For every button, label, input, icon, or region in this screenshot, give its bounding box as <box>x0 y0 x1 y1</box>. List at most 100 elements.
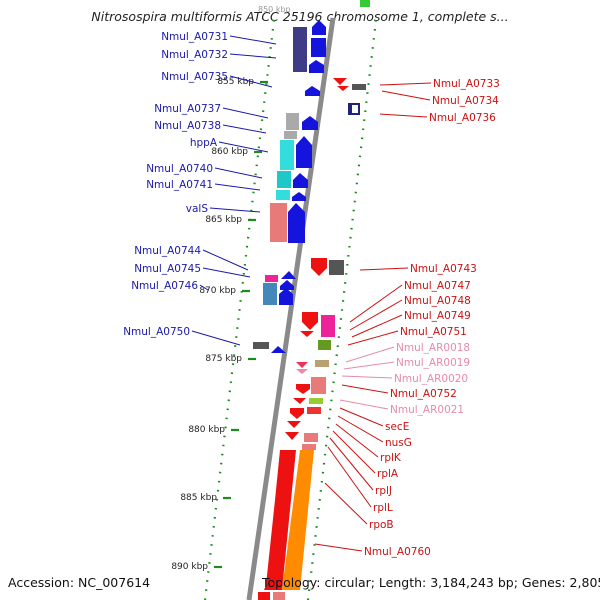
gene-label[interactable]: Nmul_A0749 <box>404 310 471 322</box>
gene-arrow[interactable] <box>293 173 308 188</box>
gene-block[interactable] <box>318 340 331 350</box>
gene-label[interactable]: Nmul_A0743 <box>410 263 477 275</box>
gene-label[interactable]: rpoB <box>369 519 394 531</box>
gene-arrow[interactable] <box>296 369 308 374</box>
gene-arrow[interactable] <box>305 86 320 96</box>
gene-label[interactable]: rplK <box>380 452 402 464</box>
gene-label[interactable]: Nmul_A0736 <box>429 112 496 124</box>
gene-block[interactable] <box>276 190 290 200</box>
leader-line <box>222 107 269 119</box>
gene-arrow[interactable] <box>309 60 324 73</box>
gene-label[interactable]: Nmul_A0746 <box>131 280 198 292</box>
gene-label[interactable]: Nmul_A0734 <box>432 95 499 107</box>
gene-arrow[interactable] <box>292 192 306 201</box>
gene-block[interactable] <box>307 407 321 414</box>
gene-block[interactable] <box>311 377 326 394</box>
gene-label[interactable]: Nmul_A0732 <box>161 49 228 61</box>
gene-arrow[interactable] <box>271 346 286 353</box>
inner-dotted-arc <box>203 19 276 600</box>
gene-arrow[interactable] <box>296 384 310 394</box>
gene-block[interactable] <box>273 592 285 600</box>
gene-arrow[interactable] <box>293 398 306 404</box>
gene-arrow[interactable] <box>281 271 296 279</box>
gene-block[interactable] <box>258 592 270 600</box>
gene-arrow[interactable] <box>300 331 314 337</box>
gene-block[interactable] <box>277 171 291 188</box>
gene-arrow[interactable] <box>333 78 347 85</box>
leader-line <box>202 267 251 278</box>
gene-label[interactable]: secE <box>385 421 409 433</box>
gene-label[interactable]: Nmul_A0738 <box>154 120 221 132</box>
gene-arrow[interactable] <box>287 421 301 428</box>
gene-block[interactable] <box>315 360 329 367</box>
gene-label[interactable]: Nmul_AR0020 <box>394 373 468 385</box>
gene-block[interactable] <box>263 283 277 305</box>
gene-label[interactable]: Nmul_A0731 <box>161 31 228 43</box>
leader-line <box>209 207 261 213</box>
gene-block[interactable] <box>284 131 297 139</box>
gene-arrow[interactable] <box>282 450 314 590</box>
gene-block[interactable] <box>352 105 358 113</box>
gene-label[interactable]: Nmul_A0750 <box>123 326 190 338</box>
gene-arrow[interactable] <box>285 432 299 440</box>
gene-arrow[interactable] <box>264 450 296 590</box>
gene-block[interactable] <box>311 38 326 57</box>
gene-label[interactable]: Nmul_AR0018 <box>396 342 470 354</box>
tick-label: 860 kbp <box>211 147 248 157</box>
gene-label[interactable]: Nmul_A0760 <box>364 546 431 558</box>
leader-line <box>222 124 267 134</box>
gene-arrow[interactable] <box>280 280 294 290</box>
gene-block[interactable] <box>360 0 370 7</box>
gene-label[interactable]: Nmul_A0748 <box>404 295 471 307</box>
gene-label[interactable]: rplL <box>373 502 393 514</box>
gene-block[interactable] <box>253 342 269 349</box>
gene-arrow[interactable] <box>290 408 304 419</box>
gene-arrow[interactable] <box>296 362 308 368</box>
gene-block[interactable] <box>280 140 294 170</box>
gene-block[interactable] <box>329 260 344 275</box>
leader-line <box>214 183 261 191</box>
leader-line <box>341 375 393 379</box>
outer-dotted-arc <box>306 19 378 600</box>
gene-label[interactable]: Nmul_A0741 <box>146 179 213 191</box>
gene-block[interactable] <box>302 444 316 450</box>
tick-label: 865 kbp <box>205 215 242 225</box>
leader-line <box>314 543 363 552</box>
gene-label[interactable]: Nmul_A0752 <box>390 388 457 400</box>
gene-block[interactable] <box>352 84 366 90</box>
gene-arrow[interactable] <box>312 20 326 35</box>
gene-block[interactable] <box>265 275 278 282</box>
gene-label[interactable]: valS <box>186 203 209 215</box>
gene-label[interactable]: Nmul_A0744 <box>134 245 201 257</box>
gene-label[interactable]: Nmul_A0737 <box>154 103 221 115</box>
leader-line <box>381 90 431 101</box>
gene-label[interactable]: Nmul_A0740 <box>146 163 213 175</box>
leader-line <box>229 53 277 59</box>
gene-arrow[interactable] <box>311 258 327 276</box>
gene-label[interactable]: Nmul_A0751 <box>400 326 467 338</box>
gene-block[interactable] <box>270 203 287 242</box>
gene-label[interactable]: hppA <box>190 137 218 149</box>
gene-block[interactable] <box>293 27 307 72</box>
gene-label[interactable]: rplJ <box>375 485 392 497</box>
gene-label[interactable]: Nmul_A0735 <box>161 71 228 83</box>
leader-line <box>229 75 273 88</box>
gene-arrow[interactable] <box>296 136 312 168</box>
gene-block[interactable] <box>309 398 323 404</box>
gene-label[interactable]: nusG <box>385 437 412 449</box>
gene-arrow[interactable] <box>279 288 293 305</box>
gene-block[interactable] <box>304 433 318 442</box>
gene-label[interactable]: Nmul_A0733 <box>433 78 500 90</box>
gene-arrow[interactable] <box>302 312 318 330</box>
gene-arrow[interactable] <box>337 86 349 91</box>
gene-label[interactable]: Nmul_A0745 <box>134 263 201 275</box>
gene-arrow[interactable] <box>302 116 318 130</box>
gene-block[interactable] <box>286 113 299 130</box>
gene-label[interactable]: Nmul_AR0021 <box>390 404 464 416</box>
gene-label[interactable]: Nmul_A0747 <box>404 280 471 292</box>
gene-label[interactable]: Nmul_AR0019 <box>396 357 470 369</box>
gene-block[interactable] <box>321 315 335 337</box>
gene-arrow[interactable] <box>288 203 305 243</box>
leader-line <box>202 249 249 271</box>
gene-label[interactable]: rplA <box>377 468 399 480</box>
